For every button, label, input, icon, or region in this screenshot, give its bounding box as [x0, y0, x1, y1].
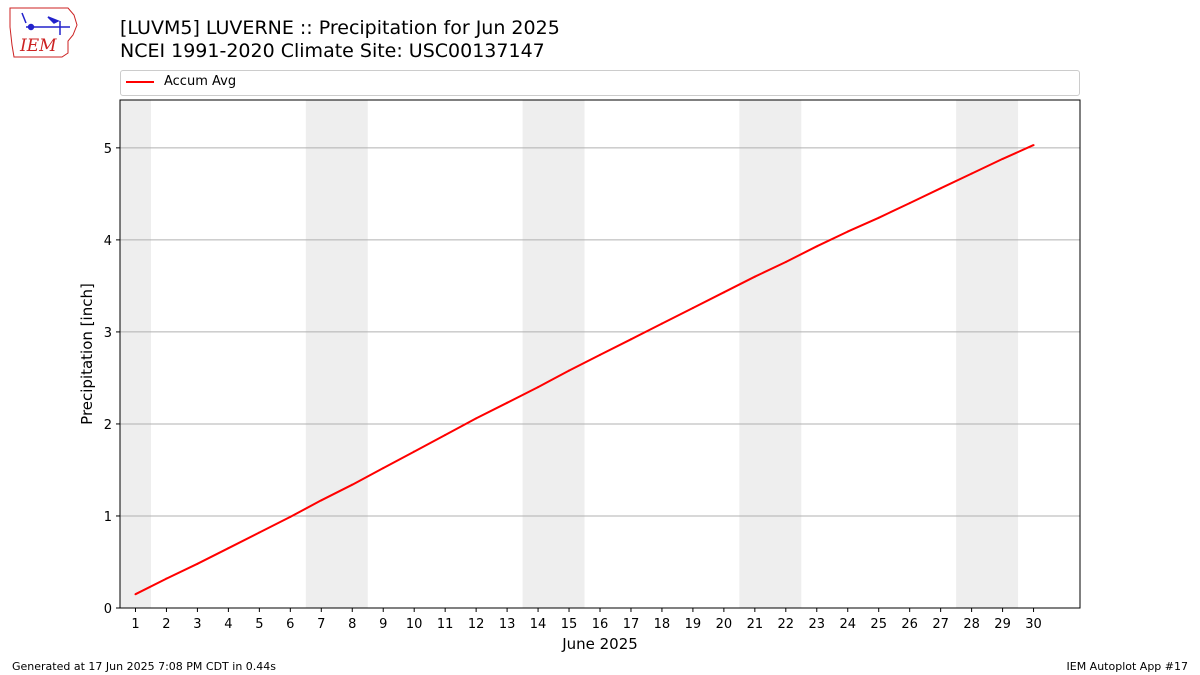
chart-subtitle: NCEI 1991-2020 Climate Site: USC00137147 [120, 40, 545, 62]
x-tick-label-27: 27 [932, 617, 949, 632]
data-point-day-28 [970, 172, 973, 175]
x-tick-label-8: 8 [348, 617, 356, 632]
weekend-band-3 [522, 100, 585, 608]
weekend-band-2 [305, 100, 368, 608]
x-tick-label-25: 25 [870, 617, 887, 632]
data-point-day-25 [877, 216, 880, 219]
logo-text: IEM [19, 36, 57, 56]
x-tick-label-28: 28 [963, 617, 980, 632]
data-point-day-11 [444, 433, 447, 436]
x-tick-label-24: 24 [839, 617, 856, 632]
data-point-day-13 [506, 401, 509, 404]
data-point-day-8 [351, 483, 354, 486]
x-tick-label-29: 29 [994, 617, 1011, 632]
y-axis-label: Precipitation [inch] [78, 283, 96, 425]
x-tick-label-26: 26 [901, 617, 918, 632]
data-point-day-6 [289, 515, 292, 518]
data-point-day-17 [629, 338, 632, 341]
data-point-day-12 [475, 417, 478, 420]
x-tick-label-6: 6 [286, 617, 294, 632]
y-tick-label-0: 0 [104, 602, 112, 617]
x-tick-label-16: 16 [592, 617, 609, 632]
iem-logo: IEM [9, 7, 78, 58]
data-point-day-5 [258, 531, 261, 534]
weekend-band-1 [120, 100, 151, 608]
data-point-day-19 [691, 306, 694, 309]
data-point-day-14 [537, 386, 540, 389]
x-tick-label-20: 20 [716, 617, 733, 632]
data-point-day-20 [722, 291, 725, 294]
x-tick-label-5: 5 [255, 617, 263, 632]
y-tick-label-4: 4 [104, 234, 112, 249]
data-point-day-9 [382, 467, 385, 470]
data-point-day-16 [599, 353, 601, 356]
x-tick-label-22: 22 [778, 617, 795, 632]
data-point-day-7 [320, 499, 323, 502]
y-tick-label-5: 5 [104, 142, 112, 157]
data-point-day-2 [165, 577, 168, 580]
x-tick-label-17: 17 [623, 617, 640, 632]
x-tick-label-11: 11 [437, 617, 454, 632]
x-axis-label: June 2025 [561, 635, 638, 653]
data-point-day-15 [568, 369, 571, 372]
data-point-day-4 [227, 547, 230, 550]
data-point-day-27 [939, 187, 942, 190]
app-label: IEM Autoplot App #17 [1066, 660, 1189, 673]
y-tick-label-3: 3 [104, 326, 112, 341]
x-tick-label-3: 3 [193, 617, 201, 632]
legend: Accum Avg [120, 70, 1080, 96]
data-point-day-3 [196, 562, 199, 565]
x-tick-label-19: 19 [685, 617, 702, 632]
y-tick-label-1: 1 [104, 510, 112, 525]
data-point-day-1 [134, 593, 137, 596]
weather-station-icon [21, 12, 70, 35]
x-tick-label-23: 23 [809, 617, 826, 632]
x-tick-label-9: 9 [379, 617, 387, 632]
legend-label-accum-avg: Accum Avg [164, 74, 237, 89]
x-tick-label-12: 12 [468, 617, 485, 632]
x-tick-label-21: 21 [747, 617, 764, 632]
x-tick-label-13: 13 [499, 617, 516, 632]
x-tick-label-14: 14 [530, 617, 547, 632]
data-point-day-18 [660, 322, 663, 325]
data-point-day-29 [1001, 157, 1004, 160]
x-tick-label-18: 18 [654, 617, 671, 632]
x-tick-label-10: 10 [406, 617, 423, 632]
x-tick-label-1: 1 [131, 617, 139, 632]
data-point-day-21 [753, 275, 756, 278]
x-tick-label-2: 2 [162, 617, 170, 632]
data-point-day-24 [846, 230, 849, 233]
series-line-accum-avg [135, 144, 1034, 596]
data-point-day-22 [784, 260, 787, 263]
iowa-outline [9, 7, 78, 58]
weekend-band-4 [739, 100, 802, 608]
x-tick-label-15: 15 [561, 617, 578, 632]
data-point-day-26 [908, 202, 911, 205]
x-tick-label-4: 4 [224, 617, 232, 632]
legend-swatch-accum-avg [126, 81, 154, 83]
generated-timestamp: Generated at 17 Jun 2025 7:08 PM CDT in … [12, 660, 277, 673]
data-point-day-23 [815, 245, 818, 248]
data-point-day-30 [1032, 144, 1035, 147]
x-tick-label-30: 30 [1025, 617, 1042, 632]
y-tick-label-2: 2 [104, 418, 112, 433]
weekend-band-5 [956, 100, 1019, 608]
x-tick-label-7: 7 [317, 617, 325, 632]
chart-title: [LUVM5] LUVERNE :: Precipitation for Jun… [120, 17, 560, 39]
data-point-day-10 [413, 450, 416, 453]
